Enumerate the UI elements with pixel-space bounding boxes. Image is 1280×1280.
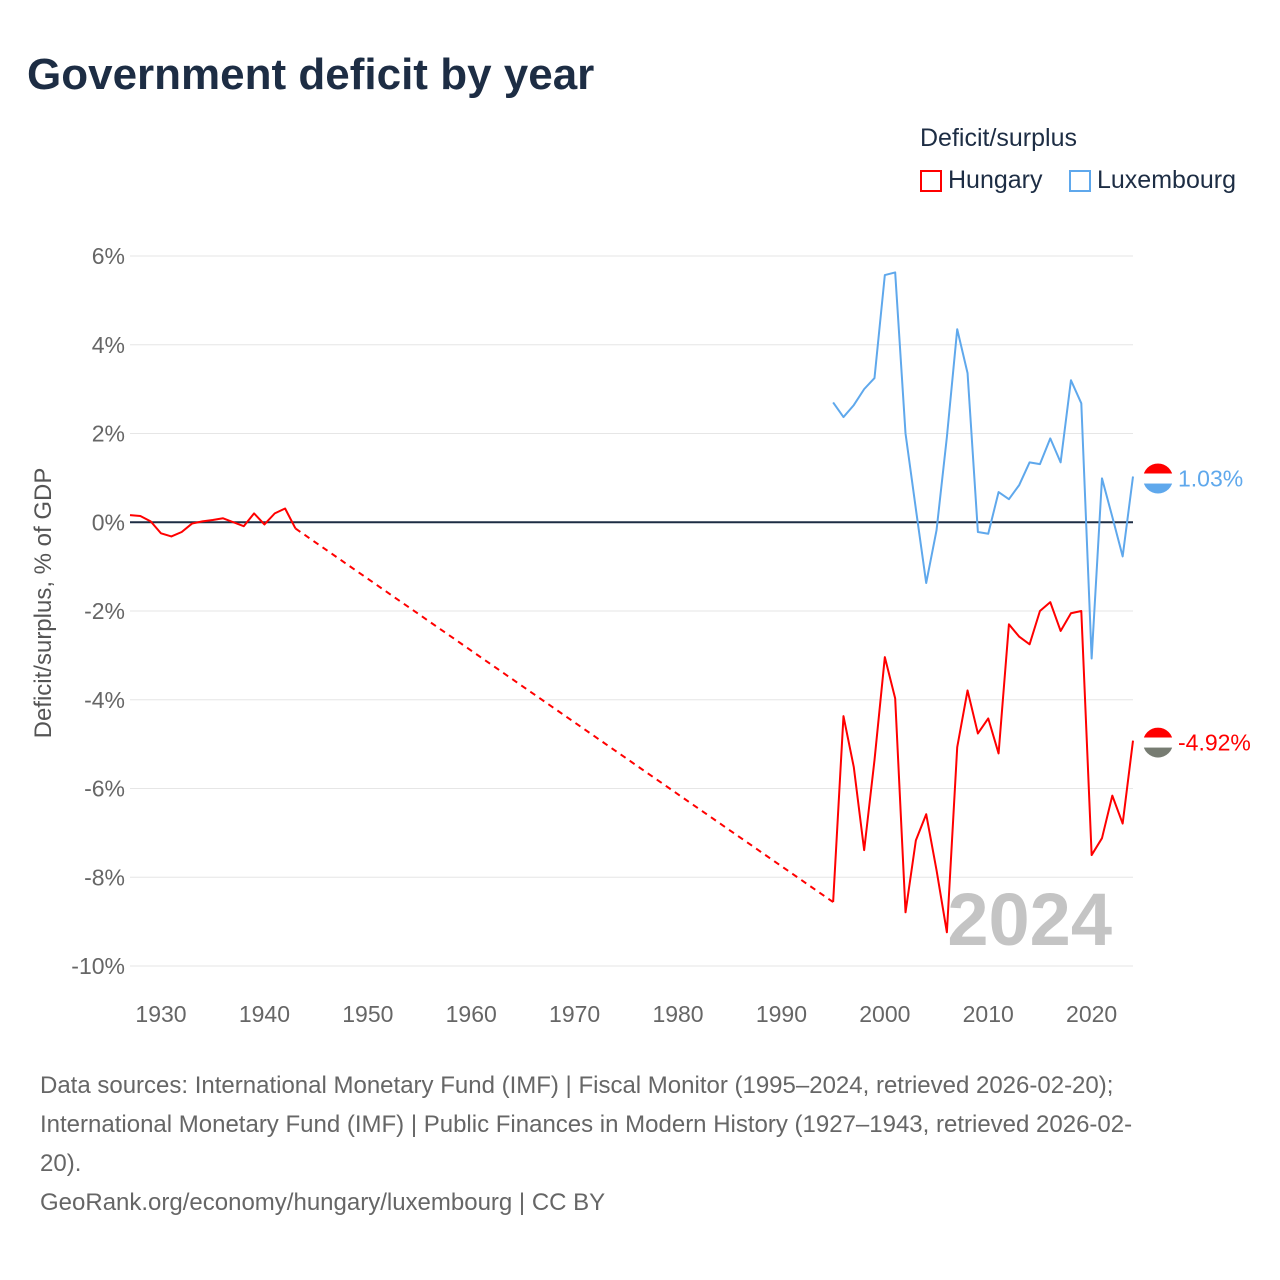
- series-line-hungary: [129, 507, 297, 538]
- x-tick-label: 1930: [135, 1001, 186, 1027]
- legend-swatch-hungary: [920, 169, 942, 192]
- flag-band: [1143, 727, 1173, 738]
- y-tick-label: -10%: [71, 953, 125, 979]
- flag-hungary-icon: [1143, 727, 1173, 758]
- flag-band: [1143, 473, 1173, 484]
- flag-band: [1143, 483, 1173, 494]
- footer-credit-link[interactable]: GeoRank.org/economy/hungary/luxembourg |…: [40, 1189, 606, 1216]
- x-tick-label: 1970: [549, 1001, 600, 1027]
- legend-swatch-luxembourg: [1069, 169, 1091, 192]
- legend-label: Hungary: [948, 166, 1043, 194]
- series-gap-line-hungary: [294, 527, 834, 903]
- y-tick-label: -8%: [84, 864, 125, 890]
- y-tick-label: -4%: [84, 687, 125, 713]
- legend-item-hungary[interactable]: Hungary: [920, 166, 1043, 195]
- end-label-luxembourg: 1.03%: [1178, 466, 1243, 492]
- legend-item-luxembourg[interactable]: Luxembourg: [1069, 166, 1236, 195]
- end-label-hungary: -4.92%: [1178, 730, 1251, 756]
- y-tick-label: 0%: [92, 509, 125, 535]
- y-tick-label: -2%: [84, 598, 125, 624]
- chart-plot: 6% 4% 2% 0% -2% -4% -6% -8% -10% 1930 1940 1950 1960…: [30, 243, 1251, 1027]
- x-tick-label: 1980: [652, 1001, 703, 1027]
- x-tick-label: 1990: [756, 1001, 807, 1027]
- y-axis-label: Deficit/surplus, % of GDP: [30, 468, 57, 739]
- x-tick-label: 1950: [342, 1001, 393, 1027]
- year-watermark: 2024: [947, 878, 1112, 961]
- x-tick-label: 1940: [239, 1001, 290, 1027]
- footer-sources-2: International Monetary Fund (IMF) | Publ…: [40, 1111, 1133, 1138]
- footer-sources-3: 20).: [40, 1150, 82, 1177]
- y-tick-label: 6%: [92, 243, 125, 269]
- x-tick-label: 2000: [859, 1001, 910, 1027]
- flag-luxembourg-icon: [1143, 463, 1173, 494]
- x-tick-label: 2020: [1066, 1001, 1117, 1027]
- footer-sources-1: Data sources: International Monetary Fun…: [40, 1072, 1114, 1099]
- flag-band: [1143, 747, 1173, 758]
- y-tick-label: 2%: [92, 421, 125, 447]
- flag-band: [1143, 463, 1173, 474]
- x-tick-label: 1960: [446, 1001, 497, 1027]
- x-tick-label: 2010: [963, 1001, 1014, 1027]
- chart-title: Government deficit by year: [27, 50, 595, 99]
- flag-band: [1143, 737, 1173, 748]
- y-tick-label: 4%: [92, 332, 125, 358]
- series-line-luxembourg: [832, 271, 1134, 660]
- legend-title: Deficit/surplus: [920, 124, 1077, 152]
- legend-label: Luxembourg: [1097, 166, 1236, 194]
- y-tick-label: -6%: [84, 776, 125, 802]
- series-line-hungary: [832, 601, 1134, 934]
